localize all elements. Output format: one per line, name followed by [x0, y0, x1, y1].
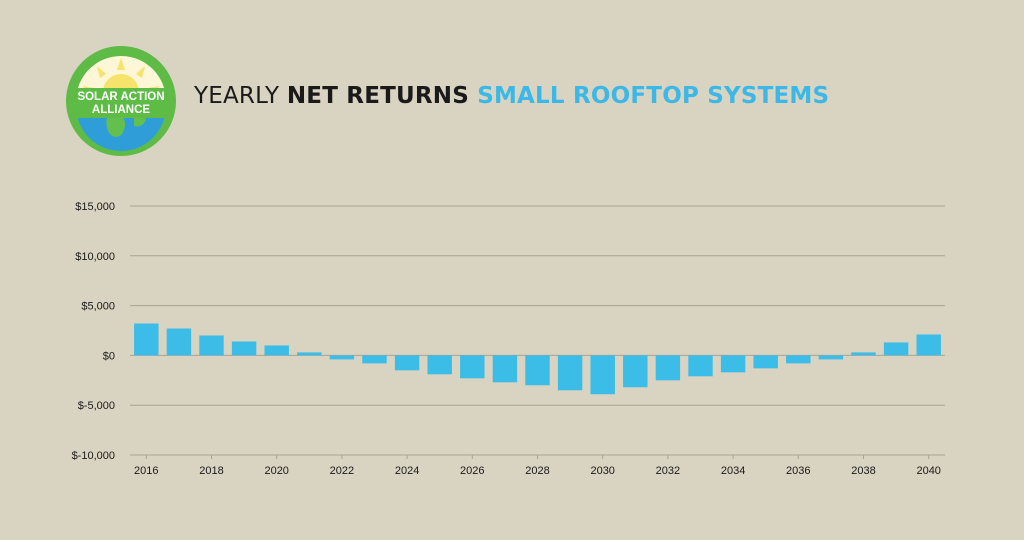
x-tick-label: 2020 [264, 465, 288, 477]
x-tick-label: 2018 [199, 465, 223, 477]
bar-2019 [231, 341, 257, 356]
bar-2029 [557, 355, 583, 391]
bar-2028 [525, 355, 550, 386]
bar-2032 [655, 355, 681, 381]
x-tick-label: 2026 [460, 465, 484, 477]
x-tick-label: 2030 [590, 465, 614, 477]
bar-2035 [753, 355, 778, 369]
gridlines [130, 205, 945, 456]
bar-2026 [460, 355, 485, 379]
bar-2017 [166, 328, 192, 356]
bar-2040 [916, 334, 941, 356]
bar-2038 [851, 352, 876, 356]
logo-text-line2: ALLIANCE [92, 104, 150, 116]
x-tick-label: 2036 [786, 465, 810, 477]
x-tick-label: 2028 [525, 465, 549, 477]
bar-2033 [688, 355, 713, 377]
x-tick-label: 2034 [721, 465, 745, 477]
bars [134, 323, 941, 395]
bar-2039 [883, 342, 909, 356]
bar-2024 [394, 355, 420, 371]
chart-title: YEARLY NET RETURNS SMALL ROOFTOP SYSTEMS [194, 83, 829, 109]
y-tick-label: $0 [103, 350, 115, 362]
x-tick-label: 2038 [851, 465, 875, 477]
y-axis-labels: $15,000 $10,000 $5,000 $0 $-5,000 $-10,000 [72, 201, 115, 462]
bar-2034 [720, 355, 746, 373]
y-tick-label: $10,000 [75, 251, 115, 263]
x-tick-label: 2022 [330, 465, 354, 477]
bar-2031 [623, 355, 648, 388]
bar-2027 [492, 355, 518, 383]
bar-2037 [818, 355, 844, 360]
solar-action-alliance-logo: SOLAR ACTION ALLIANCE [66, 46, 176, 156]
y-tick-label: $5,000 [81, 301, 115, 313]
logo-text-line1: SOLAR ACTION [77, 91, 164, 103]
title-part-net-returns: NET RETURNS [286, 83, 469, 109]
x-tick-label: 2040 [916, 465, 940, 477]
bar-2022 [329, 355, 355, 360]
bar-2021 [297, 352, 322, 356]
bar-2018 [199, 335, 224, 356]
x-tick-label: 2016 [134, 465, 158, 477]
x-axis-labels: 2016 2018 2020 2022 2024 2026 2028 2030 2032 2034… [134, 455, 941, 477]
bar-2030 [590, 355, 615, 395]
y-tick-label: $15,000 [75, 201, 115, 213]
bar-2036 [786, 355, 811, 364]
bar-2023 [362, 355, 387, 364]
y-tick-label: $-5,000 [78, 400, 115, 412]
bar-2020 [264, 345, 289, 356]
y-tick-label: $-10,000 [72, 450, 115, 462]
bar-2016 [134, 323, 159, 356]
bar-2025 [427, 355, 452, 375]
x-tick-label: 2032 [656, 465, 680, 477]
title-part-yearly: YEARLY [194, 83, 287, 109]
title-part-small-rooftop: SMALL ROOFTOP SYSTEMS [469, 83, 830, 109]
x-tick-label: 2024 [395, 465, 419, 477]
